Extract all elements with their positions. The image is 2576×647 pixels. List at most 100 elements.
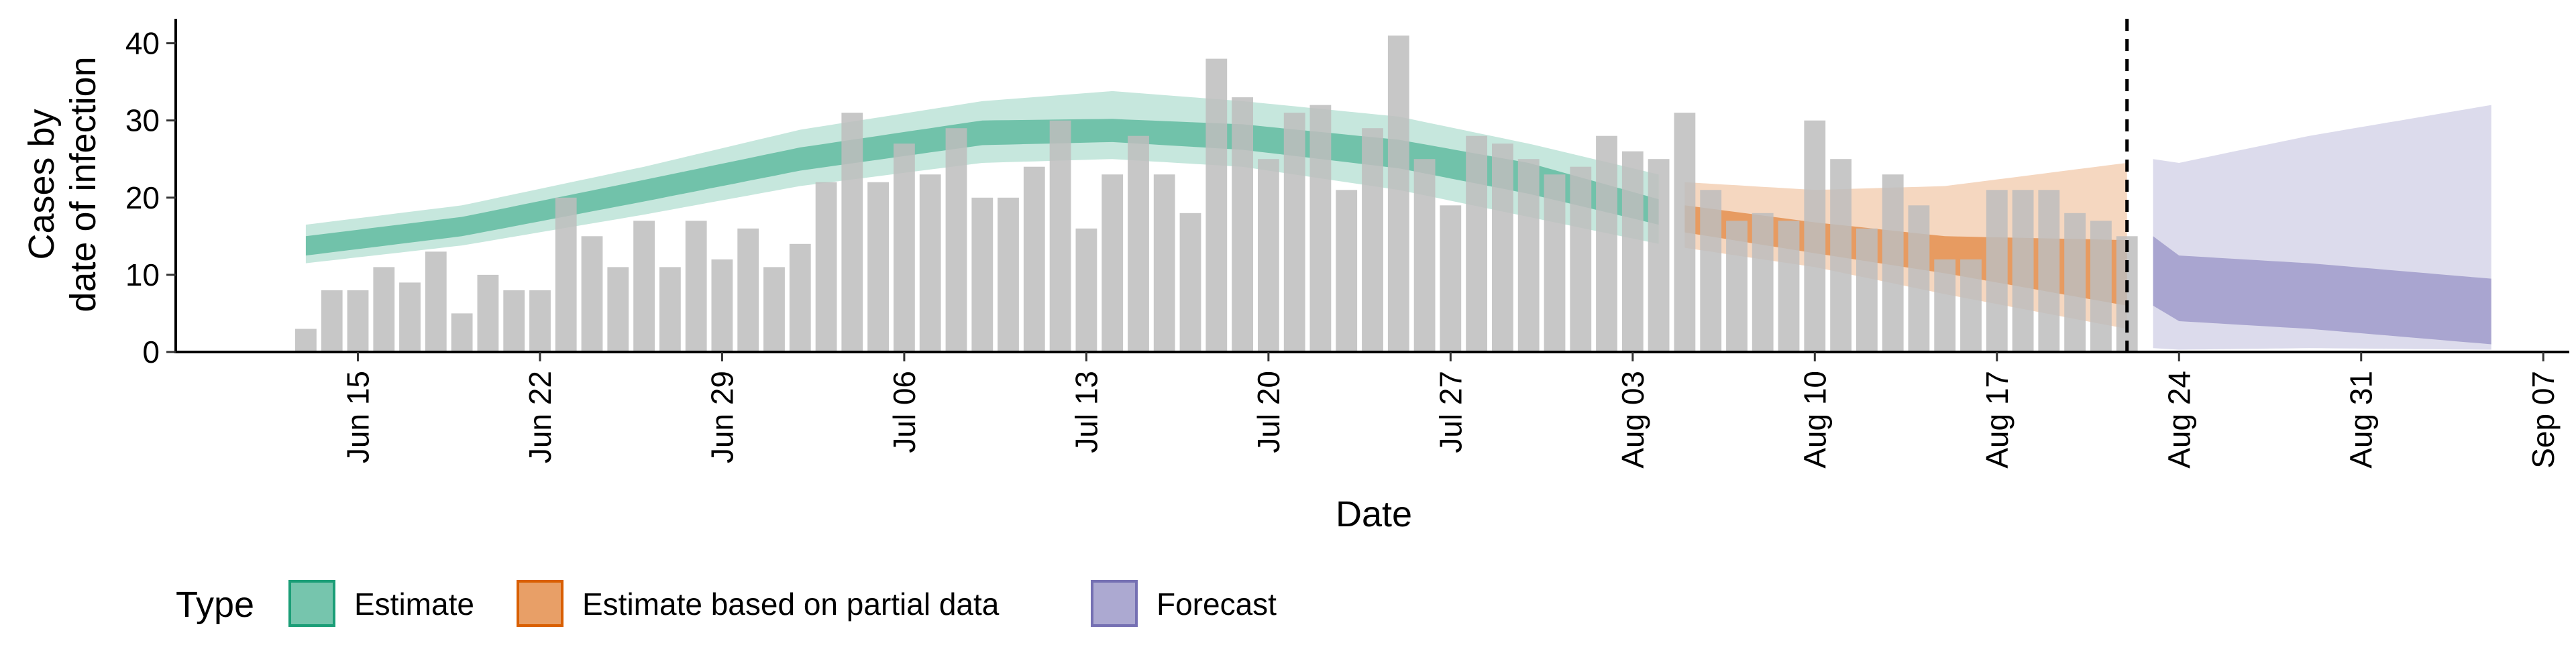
x-tick-label: Jul 06: [887, 371, 922, 453]
bar: [1544, 174, 1566, 352]
bar: [555, 197, 577, 352]
bar: [1413, 159, 1436, 352]
bar: [607, 267, 629, 352]
bar: [763, 267, 785, 352]
y-tick-label: 10: [125, 257, 160, 292]
x-tick-label: Jun 22: [523, 371, 557, 463]
series-estimate-based-on-partial-data: [1684, 163, 2127, 329]
bar: [737, 228, 759, 352]
legend-label-estimate-based-on-partial-data: Estimate based on partial data: [582, 587, 1000, 622]
bar: [1674, 113, 1696, 352]
bar: [347, 290, 369, 352]
bar: [1778, 221, 1800, 352]
bar: [1128, 135, 1149, 352]
bar: [1908, 205, 1930, 352]
bar: [2116, 236, 2138, 352]
bar: [1336, 190, 1358, 352]
bar: [529, 290, 551, 352]
bar: [971, 197, 994, 352]
legend: Type Estimate Estimate based on partial d…: [176, 580, 1277, 627]
legend-key-estimate-based-on-partial-data: [517, 580, 564, 627]
bar: [919, 174, 941, 352]
bar: [1179, 213, 1201, 352]
bar: [1517, 159, 1540, 352]
x-tick-label: Aug 17: [1980, 371, 2015, 469]
bar: [841, 113, 863, 352]
bar: [295, 329, 317, 352]
bar: [945, 128, 967, 352]
bar: [1283, 113, 1305, 352]
y-tick-label: 40: [125, 26, 160, 61]
x-tick-label: Jul 20: [1251, 371, 1286, 453]
bar: [425, 251, 447, 352]
bar: [1258, 159, 1279, 352]
bar: [477, 274, 499, 352]
bar: [633, 221, 655, 352]
legend-label-estimate: Estimate: [354, 587, 474, 622]
bar: [1804, 120, 1826, 352]
bar: [1934, 259, 1956, 352]
bar: [581, 236, 603, 352]
bar: [1049, 120, 1071, 352]
x-tick-label: Aug 24: [2161, 371, 2196, 469]
bar: [1023, 166, 1045, 352]
bar: [894, 143, 915, 352]
bar: [1570, 166, 1592, 352]
x-tick-label: Jul 13: [1069, 371, 1104, 453]
bar: [1309, 105, 1332, 352]
bar: [685, 221, 707, 352]
bar: [2064, 213, 2086, 352]
x-tick-label: Aug 10: [1797, 371, 1832, 469]
bar: [2038, 190, 2060, 352]
bar: [1205, 58, 1228, 352]
x-tick-label: Aug 03: [1615, 371, 1650, 469]
legend-title: Type: [176, 585, 254, 625]
x-axis-title: Date: [1336, 494, 1412, 534]
bar: [2012, 190, 2034, 352]
x-tick-label: Jun 29: [704, 371, 739, 463]
bar: [1492, 143, 1513, 352]
x-tick-label: Aug 31: [2344, 371, 2379, 469]
legend-label-forecast: Forecast: [1157, 587, 1277, 622]
bar: [659, 267, 681, 352]
bar: [1466, 135, 1487, 352]
bar: [1752, 213, 1774, 352]
y-tick-label: 20: [125, 180, 160, 215]
bar: [1648, 159, 1670, 352]
bar: [1726, 221, 1748, 352]
bar: [399, 282, 421, 352]
bar: [1621, 151, 1644, 352]
bar: [1856, 228, 1878, 352]
series-forecast: [2153, 105, 2491, 350]
bar: [1362, 128, 1383, 352]
bar: [1387, 36, 1409, 352]
x-tick-label: Jun 15: [341, 371, 376, 463]
axes-layer: 0 10 20 30 40 Jun 15 Jun 22 Jun 29 Jul 06 Jul 13 J…: [125, 19, 2569, 469]
bar: [711, 259, 733, 352]
y-axis-title-line-2: date of infection: [63, 56, 103, 312]
y-tick-label: 0: [142, 335, 160, 369]
bar: [1960, 259, 1982, 352]
bar: [1440, 205, 1462, 352]
bar: [1075, 228, 1097, 352]
bars-layer: [295, 36, 2138, 352]
bar: [867, 182, 889, 352]
bar: [1830, 159, 1851, 352]
x-tick-label: Sep 07: [2526, 371, 2561, 469]
bar: [998, 197, 1019, 352]
legend-key-forecast: [1091, 580, 1138, 627]
bar: [1102, 174, 1124, 352]
y-axis-title-line-1: Cases by: [21, 109, 62, 259]
x-tick-label: Jul 27: [1433, 371, 1468, 453]
bar: [1700, 190, 1722, 352]
y-tick-label: 30: [125, 103, 160, 138]
bar: [373, 267, 395, 352]
bar: [451, 313, 473, 352]
bar: [789, 243, 811, 352]
bar: [1986, 190, 2008, 352]
bar: [2090, 221, 2112, 352]
bar: [503, 290, 525, 352]
bar: [815, 182, 837, 352]
